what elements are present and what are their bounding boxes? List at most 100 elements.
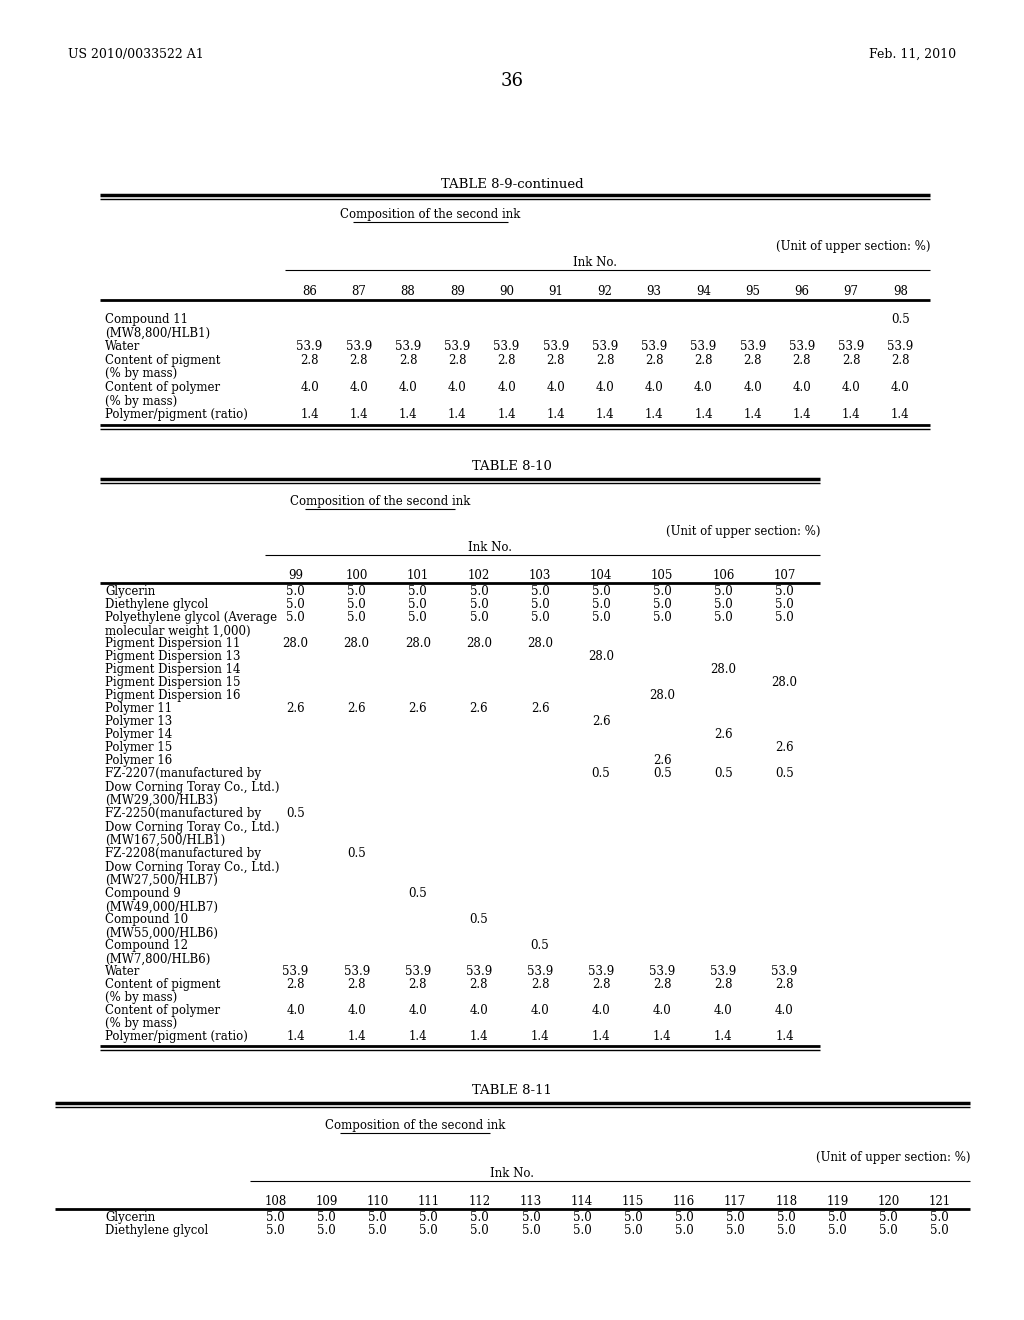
Text: 4.0: 4.0 — [498, 381, 516, 393]
Text: (% by mass): (% by mass) — [105, 395, 177, 408]
Text: 4.0: 4.0 — [775, 1005, 794, 1016]
Text: 109: 109 — [315, 1195, 338, 1208]
Text: 97: 97 — [844, 285, 859, 298]
Text: 5.0: 5.0 — [775, 598, 794, 611]
Text: Ink No.: Ink No. — [573, 256, 617, 269]
Text: 5.0: 5.0 — [286, 598, 305, 611]
Text: 113: 113 — [520, 1195, 542, 1208]
Text: 53.9: 53.9 — [395, 341, 421, 352]
Text: 53.9: 53.9 — [739, 341, 766, 352]
Text: 104: 104 — [590, 569, 612, 582]
Text: 5.0: 5.0 — [409, 598, 427, 611]
Text: 2.8: 2.8 — [596, 354, 614, 367]
Text: (% by mass): (% by mass) — [105, 367, 177, 380]
Text: 116: 116 — [673, 1195, 695, 1208]
Text: 4.0: 4.0 — [470, 1005, 488, 1016]
Text: 53.9: 53.9 — [690, 341, 717, 352]
Text: Composition of the second ink: Composition of the second ink — [340, 209, 520, 220]
Text: 86: 86 — [302, 285, 317, 298]
Text: 5.0: 5.0 — [653, 598, 672, 611]
Text: Polymer/pigment (ratio): Polymer/pigment (ratio) — [105, 1030, 248, 1043]
Text: Composition of the second ink: Composition of the second ink — [325, 1119, 505, 1133]
Text: 5.0: 5.0 — [470, 1210, 489, 1224]
Text: 2.6: 2.6 — [653, 754, 672, 767]
Text: FZ-2208(manufactured by: FZ-2208(manufactured by — [105, 847, 261, 861]
Text: 5.0: 5.0 — [521, 1210, 541, 1224]
Text: 2.8: 2.8 — [470, 978, 488, 991]
Text: (Unit of upper section: %): (Unit of upper section: %) — [815, 1151, 970, 1164]
Text: 4.0: 4.0 — [409, 1005, 427, 1016]
Text: 28.0: 28.0 — [283, 638, 308, 649]
Text: 2.8: 2.8 — [793, 354, 811, 367]
Text: 1.4: 1.4 — [498, 408, 516, 421]
Text: 4.0: 4.0 — [547, 381, 565, 393]
Text: 92: 92 — [598, 285, 612, 298]
Text: (Unit of upper section: %): (Unit of upper section: %) — [775, 240, 930, 253]
Text: 99: 99 — [288, 569, 303, 582]
Text: 88: 88 — [400, 285, 416, 298]
Text: Polymer 13: Polymer 13 — [105, 715, 172, 729]
Text: 4.0: 4.0 — [347, 1005, 366, 1016]
Text: 1.4: 1.4 — [530, 1030, 549, 1043]
Text: 5.0: 5.0 — [930, 1224, 949, 1237]
Text: 53.9: 53.9 — [404, 965, 431, 978]
Text: 2.8: 2.8 — [547, 354, 565, 367]
Text: 5.0: 5.0 — [317, 1210, 336, 1224]
Text: (MW29,300/HLB3): (MW29,300/HLB3) — [105, 795, 218, 807]
Text: 4.0: 4.0 — [300, 381, 319, 393]
Text: Pigment Dispersion 16: Pigment Dispersion 16 — [105, 689, 241, 702]
Text: 0.5: 0.5 — [891, 313, 909, 326]
Text: 4.0: 4.0 — [286, 1005, 305, 1016]
Text: 2.6: 2.6 — [714, 729, 732, 741]
Text: (MW8,800/HLB1): (MW8,800/HLB1) — [105, 326, 210, 339]
Text: (MW27,500/HLB7): (MW27,500/HLB7) — [105, 874, 218, 887]
Text: Compound 10: Compound 10 — [105, 913, 188, 927]
Text: Content of polymer: Content of polymer — [105, 1005, 220, 1016]
Text: 110: 110 — [367, 1195, 389, 1208]
Text: 1.4: 1.4 — [694, 408, 713, 421]
Text: 5.0: 5.0 — [266, 1224, 285, 1237]
Text: Content of pigment: Content of pigment — [105, 978, 220, 991]
Text: 5.0: 5.0 — [775, 611, 794, 624]
Text: Compound 9: Compound 9 — [105, 887, 181, 900]
Text: 53.9: 53.9 — [283, 965, 308, 978]
Text: 28.0: 28.0 — [771, 676, 798, 689]
Text: 2.8: 2.8 — [775, 978, 794, 991]
Text: 5.0: 5.0 — [624, 1224, 642, 1237]
Text: 2.6: 2.6 — [775, 741, 794, 754]
Text: 53.9: 53.9 — [297, 341, 323, 352]
Text: 53.9: 53.9 — [771, 965, 798, 978]
Text: 4.0: 4.0 — [596, 381, 614, 393]
Text: 4.0: 4.0 — [530, 1005, 549, 1016]
Text: 28.0: 28.0 — [466, 638, 492, 649]
Text: 94: 94 — [696, 285, 711, 298]
Text: 2.8: 2.8 — [645, 354, 664, 367]
Text: 1.4: 1.4 — [653, 1030, 672, 1043]
Text: 5.0: 5.0 — [317, 1224, 336, 1237]
Text: 2.6: 2.6 — [409, 702, 427, 715]
Text: 0.5: 0.5 — [530, 939, 549, 952]
Text: 4.0: 4.0 — [653, 1005, 672, 1016]
Text: 5.0: 5.0 — [828, 1224, 847, 1237]
Text: 2.8: 2.8 — [449, 354, 467, 367]
Text: 5.0: 5.0 — [675, 1210, 693, 1224]
Text: 53.9: 53.9 — [838, 341, 864, 352]
Text: 117: 117 — [724, 1195, 746, 1208]
Text: 5.0: 5.0 — [930, 1210, 949, 1224]
Text: 53.9: 53.9 — [592, 341, 618, 352]
Text: 5.0: 5.0 — [572, 1224, 591, 1237]
Text: 1.4: 1.4 — [743, 408, 762, 421]
Text: (% by mass): (% by mass) — [105, 1018, 177, 1031]
Text: 2.8: 2.8 — [409, 978, 427, 991]
Text: 101: 101 — [407, 569, 429, 582]
Text: 53.9: 53.9 — [588, 965, 614, 978]
Text: molecular weight 1,000): molecular weight 1,000) — [105, 624, 251, 638]
Text: 5.0: 5.0 — [470, 598, 488, 611]
Text: (MW167,500/HLB1): (MW167,500/HLB1) — [105, 834, 225, 847]
Text: Polymer 16: Polymer 16 — [105, 754, 172, 767]
Text: 5.0: 5.0 — [409, 611, 427, 624]
Text: 105: 105 — [651, 569, 674, 582]
Text: 5.0: 5.0 — [530, 585, 549, 598]
Text: 93: 93 — [647, 285, 662, 298]
Text: 90: 90 — [499, 285, 514, 298]
